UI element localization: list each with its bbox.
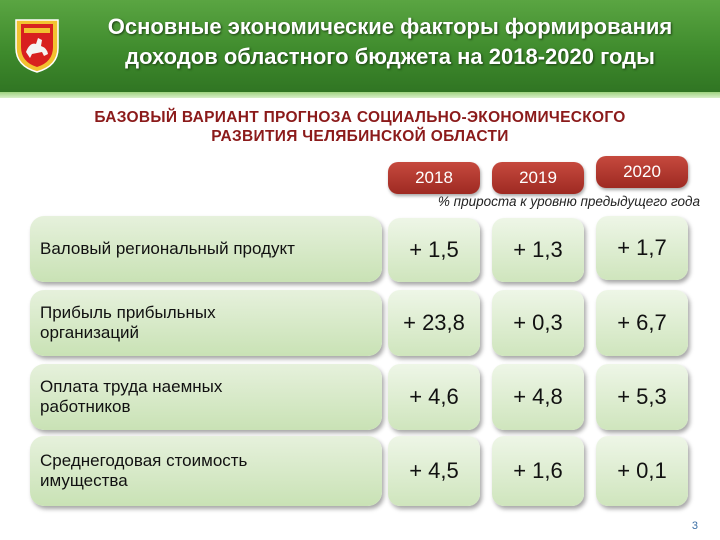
row-label-box: Среднегодовая стоимость имущества: [30, 436, 382, 506]
row-label: Среднегодовая стоимость имущества: [40, 451, 248, 490]
units-note: % прироста к уровню предыдущего года: [437, 194, 700, 209]
title-line-1: Основные экономические факторы формирова…: [107, 14, 673, 39]
forecast-subtitle: БАЗОВЫЙ ВАРИАНТ ПРОГНОЗА СОЦИАЛЬНО-ЭКОНО…: [20, 108, 700, 146]
row-label-box: Прибыль прибыльных организаций: [30, 290, 382, 356]
value-cell: + 1,7: [596, 216, 688, 280]
value-cell: + 1,5: [388, 218, 480, 282]
value-cell: + 4,5: [388, 436, 480, 506]
row-label: Оплата труда наемных работников: [40, 377, 223, 416]
value-cell: + 0,1: [596, 436, 688, 506]
value-cell: + 0,3: [492, 290, 584, 356]
page-title: Основные экономические факторы формирова…: [70, 12, 710, 72]
title-line-2: доходов областного бюджета на 2018-2020 …: [125, 44, 655, 69]
row-label-box: Валовый региональный продукт: [30, 216, 382, 282]
row-label-box: Оплата труда наемных работников: [30, 364, 382, 430]
value-cell: + 1,6: [492, 436, 584, 506]
year-header-2020: 2020: [596, 156, 688, 188]
value-cell: + 4,8: [492, 364, 584, 430]
coat-of-arms-icon: [15, 19, 59, 73]
value-cell: + 23,8: [388, 290, 480, 356]
year-header-2019: 2019: [492, 162, 584, 194]
subtitle-line-1: БАЗОВЫЙ ВАРИАНТ ПРОГНОЗА СОЦИАЛЬНО-ЭКОНО…: [94, 109, 626, 126]
subtitle-line-2: РАЗВИТИЯ ЧЕЛЯБИНСКОЙ ОБЛАСТИ: [211, 128, 509, 145]
value-cell: + 1,3: [492, 218, 584, 282]
value-cell: + 6,7: [596, 290, 688, 356]
row-label: Валовый региональный продукт: [40, 239, 295, 258]
row-label: Прибыль прибыльных организаций: [40, 303, 216, 342]
page-number: 3: [691, 520, 698, 532]
header-divider: [0, 92, 720, 98]
header-bar: Основные экономические факторы формирова…: [0, 0, 720, 96]
value-cell: + 5,3: [596, 364, 688, 430]
value-cell: + 4,6: [388, 364, 480, 430]
year-header-2018: 2018: [388, 162, 480, 194]
